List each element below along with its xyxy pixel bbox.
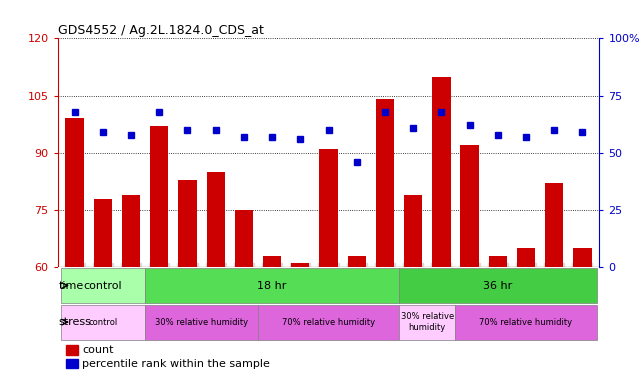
Bar xyxy=(150,126,169,267)
Bar xyxy=(145,305,258,340)
Bar xyxy=(235,210,253,267)
Bar xyxy=(60,268,145,303)
Bar xyxy=(60,305,145,340)
Text: stress: stress xyxy=(58,317,91,327)
Bar xyxy=(66,359,78,368)
Bar xyxy=(94,199,112,267)
Bar xyxy=(404,195,422,267)
Bar xyxy=(376,99,394,267)
Bar xyxy=(145,268,399,303)
Bar xyxy=(263,256,281,267)
Bar xyxy=(432,76,451,267)
Bar xyxy=(399,268,597,303)
Bar xyxy=(347,256,366,267)
Bar xyxy=(460,145,479,267)
Bar xyxy=(517,248,535,267)
Bar xyxy=(456,305,597,340)
Bar xyxy=(206,172,225,267)
Text: 70% relative humidity: 70% relative humidity xyxy=(479,318,572,327)
Bar xyxy=(545,183,563,267)
Text: control: control xyxy=(83,281,122,291)
Text: GDS4552 / Ag.2L.1824.0_CDS_at: GDS4552 / Ag.2L.1824.0_CDS_at xyxy=(58,24,263,37)
Text: time: time xyxy=(58,281,83,291)
Text: 36 hr: 36 hr xyxy=(483,281,512,291)
Text: percentile rank within the sample: percentile rank within the sample xyxy=(82,359,270,369)
Bar xyxy=(573,248,592,267)
Text: 30% relative humidity: 30% relative humidity xyxy=(155,318,248,327)
Bar xyxy=(319,149,338,267)
Bar xyxy=(58,267,599,275)
Bar xyxy=(399,305,456,340)
Text: 18 hr: 18 hr xyxy=(258,281,287,291)
Text: 30% relative
humidity: 30% relative humidity xyxy=(401,313,454,332)
Bar xyxy=(122,195,140,267)
Bar xyxy=(178,179,197,267)
Text: 70% relative humidity: 70% relative humidity xyxy=(282,318,375,327)
Text: count: count xyxy=(82,345,113,355)
Bar xyxy=(65,119,84,267)
Bar xyxy=(66,345,78,354)
Text: control: control xyxy=(88,318,117,327)
Bar xyxy=(488,256,507,267)
Bar xyxy=(291,263,310,267)
Bar xyxy=(258,305,399,340)
